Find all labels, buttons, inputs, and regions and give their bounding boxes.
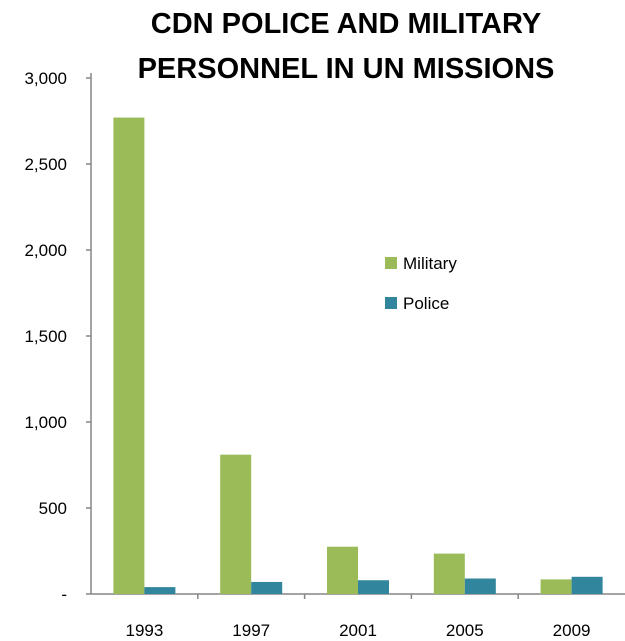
y-tick-label: 3,000 [24, 69, 67, 88]
bar-military-2001 [327, 546, 358, 594]
bar-police-1997 [251, 581, 283, 594]
x-tick-label: 2001 [339, 621, 377, 640]
legend-label-military: Military [403, 254, 457, 273]
legend-label-police: Police [403, 294, 449, 313]
bars [113, 117, 603, 594]
legend-swatch-military [385, 257, 397, 269]
bar-police-2009 [571, 576, 603, 594]
bar-military-1997 [220, 454, 252, 594]
y-tick-label: 2,000 [24, 241, 67, 260]
bar-police-2005 [464, 578, 496, 594]
x-tick-label: 1993 [125, 621, 163, 640]
bar-military-2009 [540, 579, 572, 594]
chart-title-line-2: PERSONNEL IN UN MISSIONS [138, 53, 555, 85]
y-tick-label: 1,000 [24, 413, 67, 432]
bar-police-1993 [144, 587, 176, 594]
y-tick-label: 1,500 [24, 327, 67, 346]
x-tick-label: 1997 [232, 621, 270, 640]
bar-military-1993 [113, 117, 145, 594]
x-tick-label: 2005 [446, 621, 484, 640]
bar-military-2005 [433, 553, 465, 594]
y-axis-ticks: - 500 1,000 1,500 2,000 2,500 3,000 [24, 69, 91, 604]
y-tick-label: 500 [39, 499, 67, 518]
bar-police-2001 [358, 580, 389, 594]
x-axis-ticks: 1993 1997 2001 2005 2009 [125, 594, 591, 640]
legend-swatch-police [385, 297, 397, 309]
x-tick-label: 2009 [553, 621, 591, 640]
y-tick-label: - [61, 585, 67, 604]
legend: Military Police [385, 254, 457, 313]
y-tick-label: 2,500 [24, 155, 67, 174]
chart-title-line-1: CDN POLICE AND MILITARY [151, 8, 541, 40]
